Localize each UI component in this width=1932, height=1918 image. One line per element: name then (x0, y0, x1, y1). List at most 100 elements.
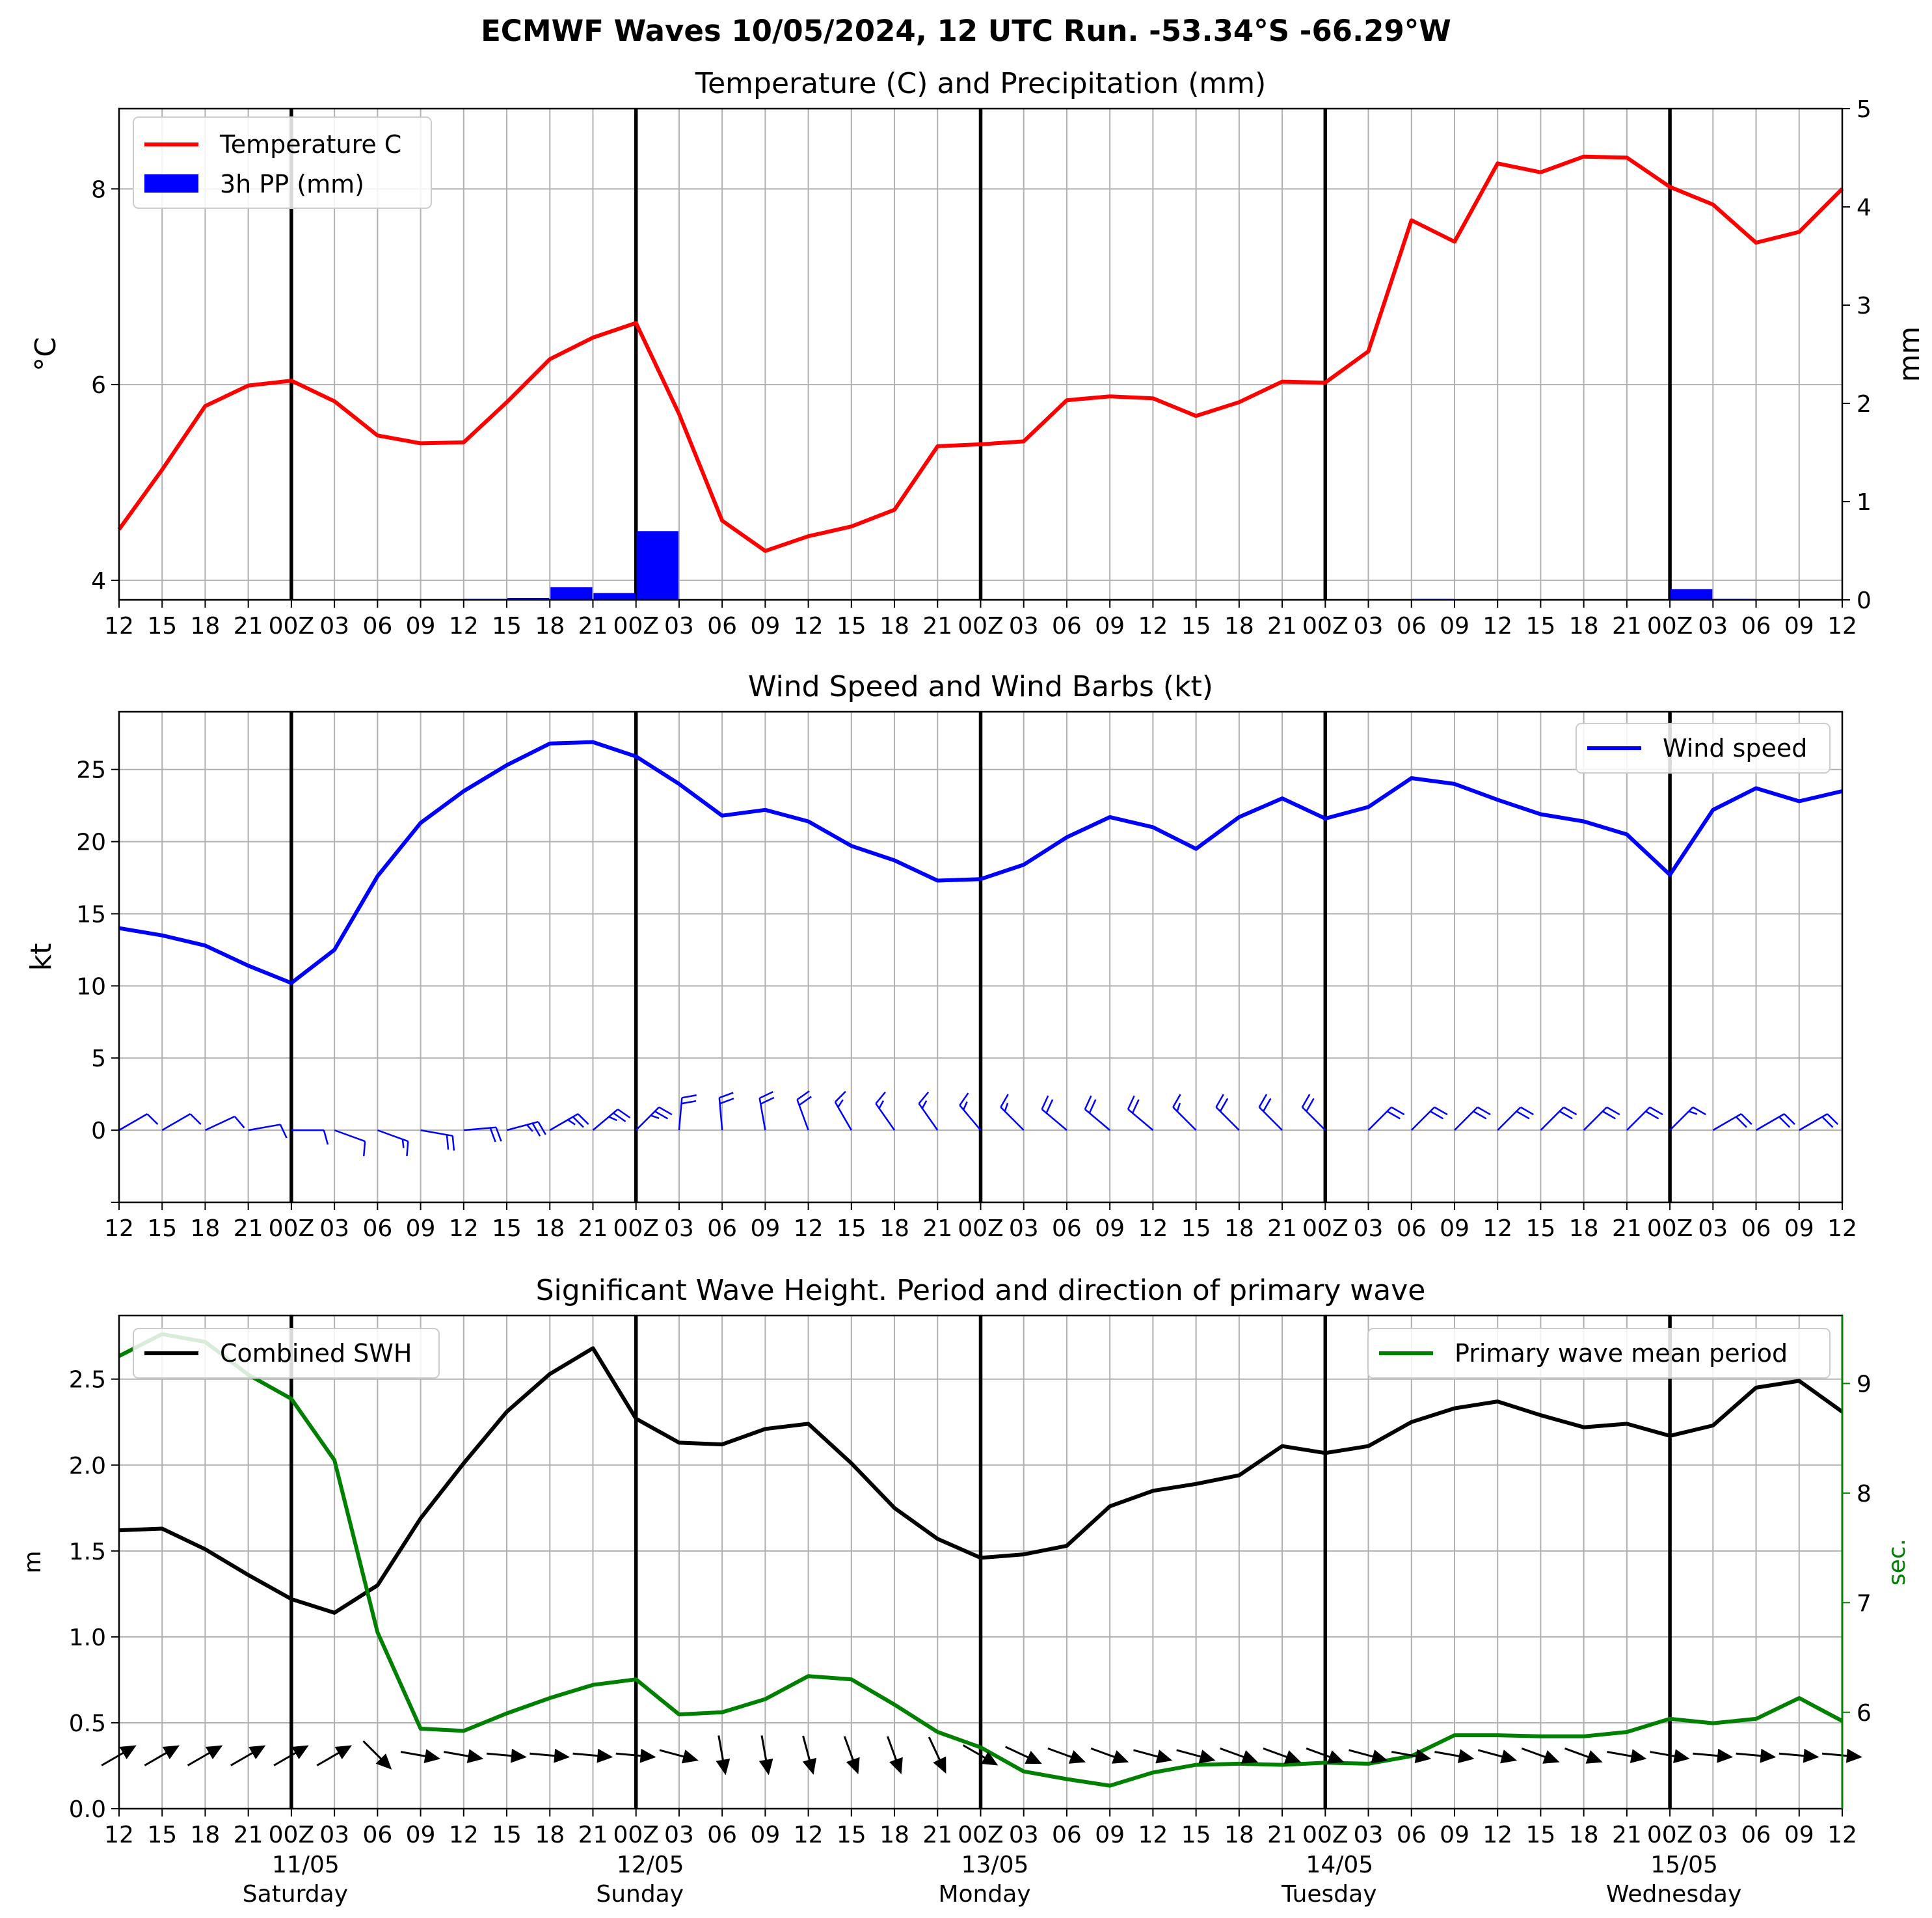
x-tick-label: 00Z (958, 1215, 1003, 1242)
wave-direction-arrow (572, 1748, 613, 1763)
wind-barb-feather (613, 1112, 626, 1122)
wave-direction-arrow (1220, 1747, 1258, 1764)
x-tick-label: 09 (750, 1215, 780, 1242)
x-tick-label: 15 (1526, 613, 1556, 640)
wind-barb-feather (1520, 1106, 1534, 1116)
y-tick-label: 25 (76, 757, 106, 784)
x-tick-label: 18 (191, 1215, 221, 1242)
precip-bar (550, 587, 593, 600)
wind-barb-shaft (549, 1113, 579, 1131)
wind-barb-feather (875, 1091, 886, 1104)
x-tick-label: 00Z (958, 613, 1003, 640)
wind-barb-feather (1088, 1099, 1097, 1114)
x-tick-label: 12 (104, 1215, 134, 1242)
wave-direction-arrow (316, 1745, 352, 1766)
wind-barb-shaft (1367, 1106, 1392, 1131)
precip-bar (636, 531, 678, 600)
x-tick-label: 00Z (613, 613, 658, 640)
wave-direction-arrow (400, 1749, 441, 1763)
arrow-head (1458, 1749, 1475, 1763)
wave-direction-arrow (273, 1745, 309, 1766)
wind-barb (420, 1129, 455, 1151)
arrow-head (1068, 1750, 1086, 1764)
x-tick-label: 21 (922, 1822, 952, 1848)
arrow-head (639, 1748, 656, 1763)
x-tick-label: 15 (1526, 1215, 1556, 1242)
wind-barb (1712, 1113, 1752, 1131)
x-tick-label: 18 (879, 1822, 909, 1848)
wind-barb-feather (406, 1141, 409, 1157)
wind-barb (204, 1115, 245, 1131)
x-tick-label: 09 (406, 1822, 436, 1848)
wind-barb (635, 1106, 673, 1131)
wind-barb (1540, 1106, 1577, 1131)
x-tick-label: 09 (1784, 613, 1814, 640)
y-tick-label: 20 (76, 830, 106, 856)
wind-barb-feather (682, 1094, 697, 1099)
legend-period-label: Primary wave mean period (1455, 1339, 1788, 1368)
arrow-head (1760, 1748, 1777, 1763)
wave-direction-arrow (1133, 1749, 1173, 1764)
wind-barb-feather (1041, 1095, 1049, 1110)
x-tick-label: 00Z (613, 1822, 658, 1848)
legend-temperature-label: Temperature C (219, 130, 401, 159)
wave-direction-arrow (928, 1736, 946, 1774)
x-tick-label: 15 (837, 1822, 866, 1848)
wind-barb-shaft (635, 1106, 660, 1131)
x-tick-label: 03 (319, 1215, 349, 1242)
x-tick-label: 12 (1483, 1215, 1512, 1242)
legend-wind-label: Wind speed (1663, 734, 1807, 763)
x-tick-label: 06 (362, 613, 392, 640)
arrow-head (802, 1757, 816, 1775)
wind-barb-shaft (1000, 1106, 1025, 1131)
wave-direction-arrow (187, 1745, 223, 1766)
wind-barb (118, 1113, 159, 1131)
x-tick-label: 12 (1827, 1822, 1857, 1848)
wind-barb-feather (1430, 1111, 1444, 1120)
legend-swh-label: Combined SWH (220, 1339, 412, 1368)
x-tick-label: 00Z (1302, 1822, 1348, 1848)
wind-barb (918, 1091, 939, 1131)
wind-barb-shaft (959, 1105, 982, 1131)
x-tick-label: 12 (1827, 613, 1857, 640)
wind-barb-shaft (1799, 1113, 1828, 1131)
x-tick-label: 06 (1052, 1822, 1082, 1848)
x-tick-label: 12 (1483, 613, 1512, 640)
wave-direction-arrow (1391, 1749, 1432, 1763)
x-tick-label: 09 (1095, 1215, 1125, 1242)
precip-bar (507, 597, 550, 600)
wave-direction-arrow (1176, 1749, 1216, 1764)
wind-barb (1215, 1094, 1240, 1131)
arrow-head (933, 1756, 946, 1774)
wind-barb-feather (796, 1090, 810, 1101)
weekday-label: Wednesday (1606, 1881, 1741, 1908)
x-tick-label: 03 (1698, 613, 1728, 640)
x-tick-label: 21 (234, 1822, 263, 1848)
y-tick-label: 1.0 (69, 1625, 106, 1651)
wave-direction-arrow (1306, 1747, 1345, 1764)
x-tick-label: 06 (362, 1215, 392, 1242)
x-tick-label: 12 (794, 613, 824, 640)
wind-barb-feather (798, 1096, 812, 1106)
y-tick-label: 0 (91, 1118, 106, 1144)
x-tick-label: 00Z (269, 1215, 314, 1242)
arrow-head (334, 1745, 352, 1759)
wind-barb-feather (719, 1092, 734, 1099)
x-tick-label: 09 (1440, 1215, 1469, 1242)
wind-barb-feather (1434, 1106, 1448, 1116)
wind-barb-feather (1172, 1094, 1181, 1108)
wave-direction-arrow (758, 1735, 773, 1776)
arrow-head (206, 1745, 223, 1759)
x-tick-label: 12 (449, 1215, 479, 1242)
wind-barb (592, 1108, 631, 1131)
x-tick-label: 21 (578, 1822, 608, 1848)
wind-barb (463, 1126, 502, 1142)
x-tick-label: 03 (664, 1822, 694, 1848)
x-tick-label: 06 (1052, 1215, 1082, 1242)
x-tick-label: 12 (104, 613, 134, 640)
x-tick-label: 12 (449, 613, 479, 640)
arrow-head (1198, 1749, 1216, 1764)
y-axis-label: kt (25, 943, 58, 971)
wave-direction-arrow (962, 1744, 999, 1766)
x-tick-label: 15 (492, 1215, 522, 1242)
